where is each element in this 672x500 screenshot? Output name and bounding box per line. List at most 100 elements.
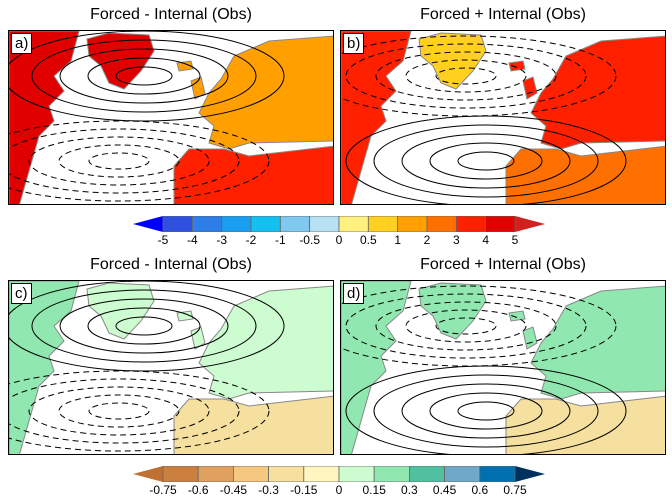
- colorbar-tick-label: -4: [186, 233, 198, 247]
- land-africa: [505, 395, 665, 454]
- land-na: [341, 31, 412, 204]
- contour-negative: [435, 67, 497, 85]
- map-d: [341, 281, 665, 454]
- contour-negative: [375, 51, 557, 101]
- contour-positive: [87, 307, 201, 345]
- map-panel-a: a): [8, 30, 334, 205]
- land-greenland: [418, 282, 487, 340]
- land-africa: [505, 145, 665, 204]
- colorbar-tick-label: 0.45: [432, 483, 457, 497]
- land-greenland: [86, 32, 155, 90]
- colorbar-tick-label: -2: [245, 233, 257, 247]
- colorbar-box: [367, 216, 399, 232]
- colorbar-low-extension: [133, 466, 163, 482]
- colorbar-high-extension: [515, 466, 545, 482]
- colorbar-tick-label: 0: [335, 233, 343, 247]
- colorbar-box: [197, 466, 234, 482]
- colorbar-tick-label: 4: [482, 233, 489, 247]
- contour-positive: [457, 401, 515, 421]
- panel-label-c: c): [11, 283, 32, 304]
- land-na: [9, 31, 80, 204]
- contour-negative: [345, 43, 587, 109]
- colorbar-box: [309, 216, 340, 232]
- contour-positive: [401, 133, 571, 189]
- map-panel-b: b): [340, 30, 666, 205]
- colorbar-low-extension: [133, 216, 163, 232]
- colorbar-tick-label: 0.5: [359, 233, 377, 247]
- colorbar-box: [191, 216, 223, 232]
- colorbar-box: [162, 466, 199, 482]
- contour-positive: [115, 66, 173, 86]
- colorbar-tick-label: 0.6: [471, 483, 489, 497]
- colorbar-box: [373, 466, 410, 482]
- contour-negative: [405, 59, 527, 93]
- contour-negative: [345, 293, 587, 359]
- colorbar-box: [338, 216, 369, 232]
- colorbar-high-extension: [515, 216, 545, 232]
- colorbar-tick-label: 3: [452, 233, 460, 247]
- colorbar-tick-label: 0.3: [401, 483, 418, 497]
- colorbar-tick-label: 2: [423, 233, 431, 247]
- contour-negative: [435, 317, 497, 335]
- contour-positive: [457, 151, 515, 171]
- colorbar-tick-label: -0.45: [219, 483, 248, 497]
- contour-negative: [88, 152, 150, 170]
- contour-positive: [115, 316, 173, 336]
- land-greenland: [418, 32, 487, 90]
- contour-negative: [9, 378, 240, 444]
- contour-positive: [59, 48, 229, 104]
- contour-positive: [401, 383, 571, 439]
- colorbar-temperature: -5 -4 -3 -2 -1 -0.5 0 0.5 1 2 3 4 5: [133, 216, 545, 250]
- title-a: Forced - Internal (Obs): [90, 6, 252, 23]
- contour-positive: [9, 31, 285, 122]
- panel-label-b: b): [343, 33, 365, 54]
- colorbar-tick-label: 5: [511, 233, 519, 247]
- contour-negative: [28, 136, 210, 186]
- contour-positive: [373, 374, 599, 448]
- map-panel-c: c): [8, 280, 334, 455]
- map-c: [9, 281, 333, 454]
- contour-positive: [59, 298, 229, 354]
- colorbar-box: [303, 466, 340, 482]
- land-greenland: [86, 282, 155, 340]
- colorbar-box: [397, 216, 428, 232]
- land-na: [341, 281, 412, 454]
- colorbar-precipitation: -0.75 -0.6 -0.45 -0.3 -0.15 0 0.15 0.3 0.45 0.6 0.…: [133, 466, 545, 500]
- contour-negative: [58, 394, 180, 428]
- map-a: [9, 31, 333, 204]
- contour-negative: [28, 386, 210, 436]
- colorbar-tick-label: -0.3: [258, 483, 279, 497]
- land-europe: [176, 285, 333, 400]
- colorbar-box: [221, 216, 252, 232]
- contour-negative: [58, 144, 180, 178]
- contour-positive: [373, 124, 599, 198]
- colorbar-box: [279, 216, 311, 232]
- contour-positive: [87, 57, 201, 95]
- colorbar-tick-label: -0.15: [290, 483, 318, 497]
- colorbar-tick-label: 1: [394, 233, 401, 247]
- contour-negative: [9, 128, 240, 194]
- colorbar-box: [233, 466, 270, 482]
- colorbar-tick-label: -3: [216, 233, 227, 247]
- colorbar-box: [408, 466, 445, 482]
- colorbar-box: [455, 216, 487, 232]
- colorbar-tick-label: 0.75: [503, 483, 527, 497]
- contour-positive: [31, 39, 257, 113]
- colorbar-box: [444, 466, 481, 482]
- colorbar-box: [268, 466, 305, 482]
- land-na: [9, 281, 80, 454]
- colorbar-tick-label: -1: [274, 233, 286, 247]
- contour-negative: [9, 120, 270, 202]
- title-c: Forced - Internal (Obs): [90, 256, 252, 273]
- colorbar-box: [426, 216, 457, 232]
- contour-negative: [405, 309, 527, 343]
- colorbar-tick-label: -0.6: [187, 483, 209, 497]
- colorbar-box: [250, 216, 281, 232]
- colorbar-box: [479, 466, 516, 482]
- land-europe: [176, 35, 333, 150]
- colorbar-tick-label: 0: [335, 483, 343, 497]
- colorbar-tick-label: -0.5: [299, 233, 320, 247]
- colorbar-box: [338, 466, 375, 482]
- contour-positive: [429, 142, 543, 180]
- colorbar-tick-label: 0.15: [362, 483, 386, 497]
